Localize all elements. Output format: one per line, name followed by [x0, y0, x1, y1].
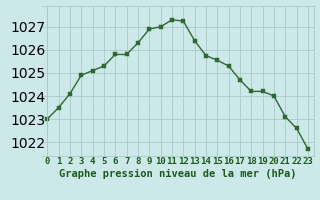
X-axis label: Graphe pression niveau de la mer (hPa): Graphe pression niveau de la mer (hPa) [59, 169, 296, 179]
